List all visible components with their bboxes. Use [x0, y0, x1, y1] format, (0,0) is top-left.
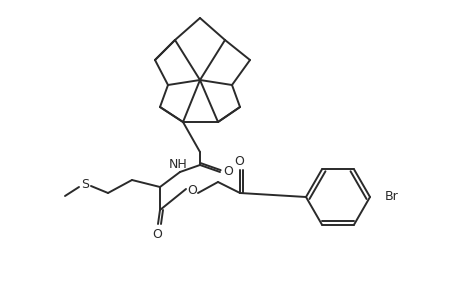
- Text: S: S: [81, 178, 89, 191]
- Text: O: O: [187, 184, 196, 197]
- Text: NH: NH: [168, 158, 187, 170]
- Text: O: O: [152, 227, 162, 241]
- Text: Br: Br: [384, 190, 398, 203]
- Text: O: O: [223, 164, 232, 178]
- Text: O: O: [234, 154, 243, 167]
